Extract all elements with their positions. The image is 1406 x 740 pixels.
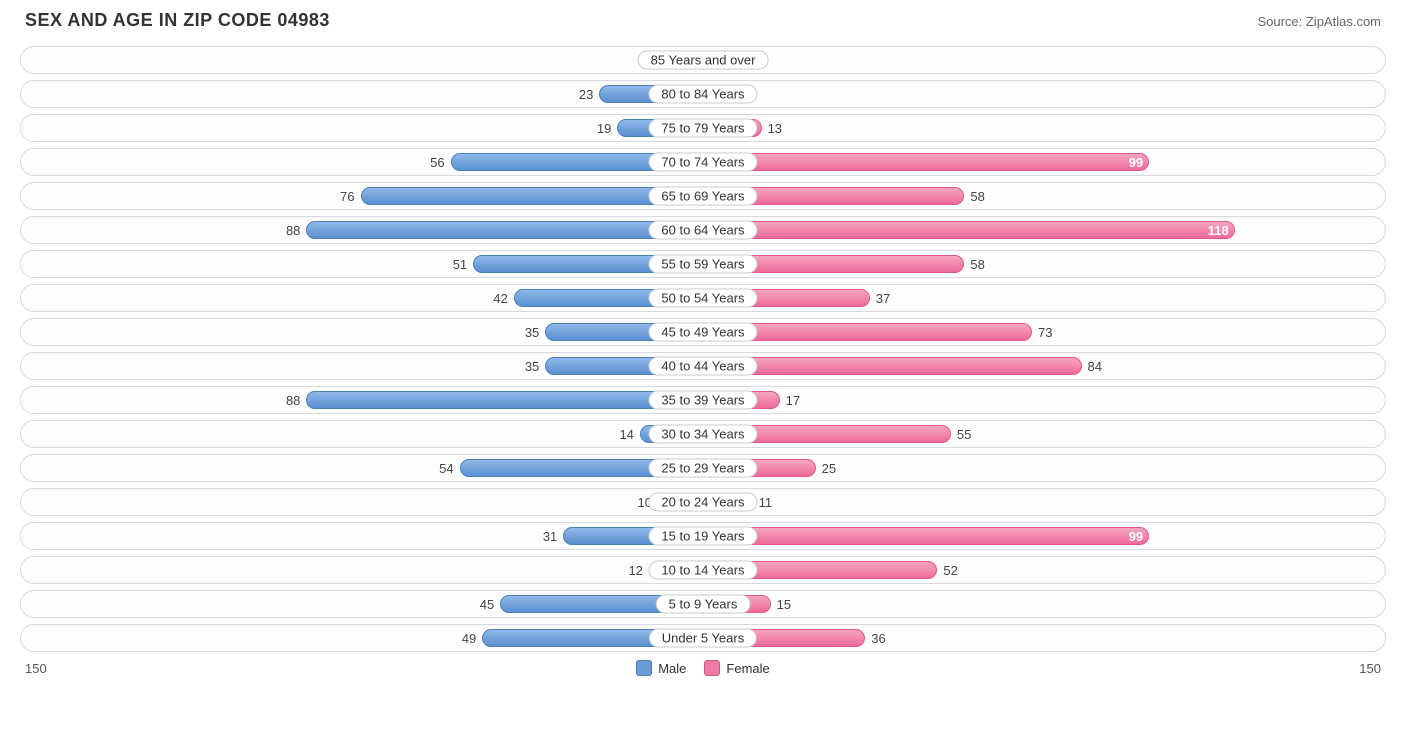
male-value: 19 bbox=[591, 119, 617, 137]
chart-row: 101120 to 24 Years bbox=[20, 488, 1386, 516]
male-value: 31 bbox=[537, 527, 563, 545]
category-label: 20 to 24 Years bbox=[648, 493, 757, 512]
female-value: 36 bbox=[865, 629, 891, 647]
female-value: 25 bbox=[816, 459, 842, 477]
category-label: 80 to 84 Years bbox=[648, 85, 757, 104]
chart-row: 23880 to 84 Years bbox=[20, 80, 1386, 108]
category-label: 15 to 19 Years bbox=[648, 527, 757, 546]
female-value: 84 bbox=[1082, 357, 1108, 375]
chart-source: Source: ZipAtlas.com bbox=[1257, 14, 1381, 29]
legend-label-male: Male bbox=[658, 661, 686, 676]
male-value: 23 bbox=[573, 85, 599, 103]
female-value: 73 bbox=[1032, 323, 1058, 341]
category-label: 75 to 79 Years bbox=[648, 119, 757, 138]
female-value: 58 bbox=[964, 187, 990, 205]
chart-footer: 150 Male Female 150 bbox=[20, 660, 1386, 676]
female-value: 118 bbox=[1202, 221, 1235, 239]
female-value: 58 bbox=[964, 255, 990, 273]
category-label: 30 to 34 Years bbox=[648, 425, 757, 444]
category-label: 10 to 14 Years bbox=[648, 561, 757, 580]
female-bar bbox=[703, 221, 1235, 239]
category-label: 25 to 29 Years bbox=[648, 459, 757, 478]
chart-row: 76 58 65 to 69 Years bbox=[20, 182, 1386, 210]
male-value: 51 bbox=[447, 255, 473, 273]
female-bar bbox=[703, 153, 1149, 171]
chart-row: 35 84 40 to 44 Years bbox=[20, 352, 1386, 380]
legend-item-female: Female bbox=[704, 660, 769, 676]
male-value: 88 bbox=[280, 391, 306, 409]
axis-max-left: 150 bbox=[25, 661, 47, 676]
category-label: 50 to 54 Years bbox=[648, 289, 757, 308]
chart-header: SEX AND AGE IN ZIP CODE 04983 Source: Zi… bbox=[20, 10, 1386, 31]
chart-row: 35 73 45 to 49 Years bbox=[20, 318, 1386, 346]
chart-row: 12 52 10 to 14 Years bbox=[20, 556, 1386, 584]
female-bar bbox=[703, 357, 1082, 375]
female-value: 99 bbox=[1123, 527, 1149, 545]
male-value: 54 bbox=[433, 459, 459, 477]
category-label: 70 to 74 Years bbox=[648, 153, 757, 172]
chart-row: 88 118 60 to 64 Years bbox=[20, 216, 1386, 244]
female-value: 13 bbox=[762, 119, 788, 137]
category-label: 85 Years and over bbox=[638, 51, 769, 70]
chart-row: 19 13 75 to 79 Years bbox=[20, 114, 1386, 142]
male-value: 14 bbox=[613, 425, 639, 443]
legend-swatch-male bbox=[636, 660, 652, 676]
chart-title: SEX AND AGE IN ZIP CODE 04983 bbox=[25, 10, 330, 31]
male-value: 49 bbox=[456, 629, 482, 647]
female-value: 15 bbox=[771, 595, 797, 613]
chart-row: 45 15 5 to 9 Years bbox=[20, 590, 1386, 618]
female-value: 37 bbox=[870, 289, 896, 307]
legend-swatch-female bbox=[704, 660, 720, 676]
male-value: 42 bbox=[487, 289, 513, 307]
legend: Male Female bbox=[636, 660, 770, 676]
male-value: 56 bbox=[424, 153, 450, 171]
male-value: 88 bbox=[280, 221, 306, 239]
chart-row: 49 36 Under 5 Years bbox=[20, 624, 1386, 652]
category-label: 65 to 69 Years bbox=[648, 187, 757, 206]
chart-row: 54 25 25 to 29 Years bbox=[20, 454, 1386, 482]
legend-item-male: Male bbox=[636, 660, 686, 676]
category-label: 60 to 64 Years bbox=[648, 221, 757, 240]
male-value: 45 bbox=[474, 595, 500, 613]
legend-label-female: Female bbox=[726, 661, 769, 676]
category-label: 45 to 49 Years bbox=[648, 323, 757, 342]
male-bar bbox=[306, 221, 703, 239]
chart-row: 51 58 55 to 59 Years bbox=[20, 250, 1386, 278]
category-label: 40 to 44 Years bbox=[648, 357, 757, 376]
male-value: 35 bbox=[519, 357, 545, 375]
male-value: 76 bbox=[334, 187, 360, 205]
chart-row: 56 99 70 to 74 Years bbox=[20, 148, 1386, 176]
category-label: 35 to 39 Years bbox=[648, 391, 757, 410]
male-bar bbox=[306, 391, 703, 409]
pyramid-chart: 0885 Years and over 23880 to 84 Years 19 13… bbox=[20, 46, 1386, 652]
category-label: 55 to 59 Years bbox=[648, 255, 757, 274]
chart-row: 14 55 30 to 34 Years bbox=[20, 420, 1386, 448]
male-value: 35 bbox=[519, 323, 545, 341]
female-value: 99 bbox=[1123, 153, 1149, 171]
chart-row: 88 17 35 to 39 Years bbox=[20, 386, 1386, 414]
female-value: 55 bbox=[951, 425, 977, 443]
chart-row: 42 37 50 to 54 Years bbox=[20, 284, 1386, 312]
category-label: 5 to 9 Years bbox=[656, 595, 751, 614]
female-value: 52 bbox=[937, 561, 963, 579]
chart-row: 31 99 15 to 19 Years bbox=[20, 522, 1386, 550]
category-label: Under 5 Years bbox=[649, 629, 757, 648]
female-bar bbox=[703, 527, 1149, 545]
chart-row: 0885 Years and over bbox=[20, 46, 1386, 74]
axis-max-right: 150 bbox=[1359, 661, 1381, 676]
male-value: 12 bbox=[622, 561, 648, 579]
female-value: 17 bbox=[780, 391, 806, 409]
